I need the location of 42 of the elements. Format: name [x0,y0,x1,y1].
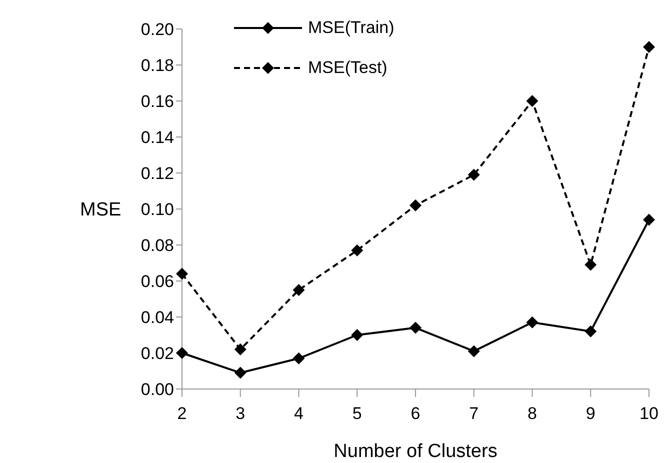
y-tick-label: 0.02 [140,344,174,364]
x-tick-label: 3 [236,404,246,424]
y-tick-label: 0.18 [140,56,174,76]
point [292,352,305,364]
point [292,284,305,296]
point [176,347,188,359]
point [176,268,188,280]
x-tick-label: 7 [469,404,479,424]
x-tick-label: 2 [177,404,187,424]
point [584,325,597,338]
legend-label: MSE(Train) [308,18,394,38]
point [351,244,364,256]
point [643,214,655,226]
point [234,343,246,356]
x-tick-label: 4 [294,404,304,424]
y-tick-label: 0.04 [140,308,174,328]
point [410,322,422,334]
point [468,168,480,181]
point [584,258,597,271]
x-tick-label: 5 [352,404,362,424]
y-tick-label: 0.08 [140,236,174,256]
y-axis-title: MSE [80,200,122,221]
legend-label: MSE(Test) [308,58,388,78]
point [468,345,480,358]
y-tick-label: 0.12 [140,164,174,184]
y-tick-label: 0.16 [140,92,174,112]
x-tick-label: 8 [528,404,537,424]
point [643,41,655,53]
y-tick-label: 0.20 [140,20,174,40]
point [351,329,364,341]
point [234,366,246,379]
y-tick-label: 0.14 [140,128,174,148]
x-tick-label: 9 [586,404,596,424]
point [526,316,538,328]
y-tick-label: 0.06 [140,272,174,292]
x-tick-label: 6 [410,404,420,424]
y-tick-label: 0.00 [140,380,174,400]
point [526,95,538,107]
point [410,199,422,212]
x-tick-label: 10 [640,404,658,424]
x-axis-title: Number of Clusters [334,441,498,462]
y-tick-label: 0.10 [140,200,174,220]
